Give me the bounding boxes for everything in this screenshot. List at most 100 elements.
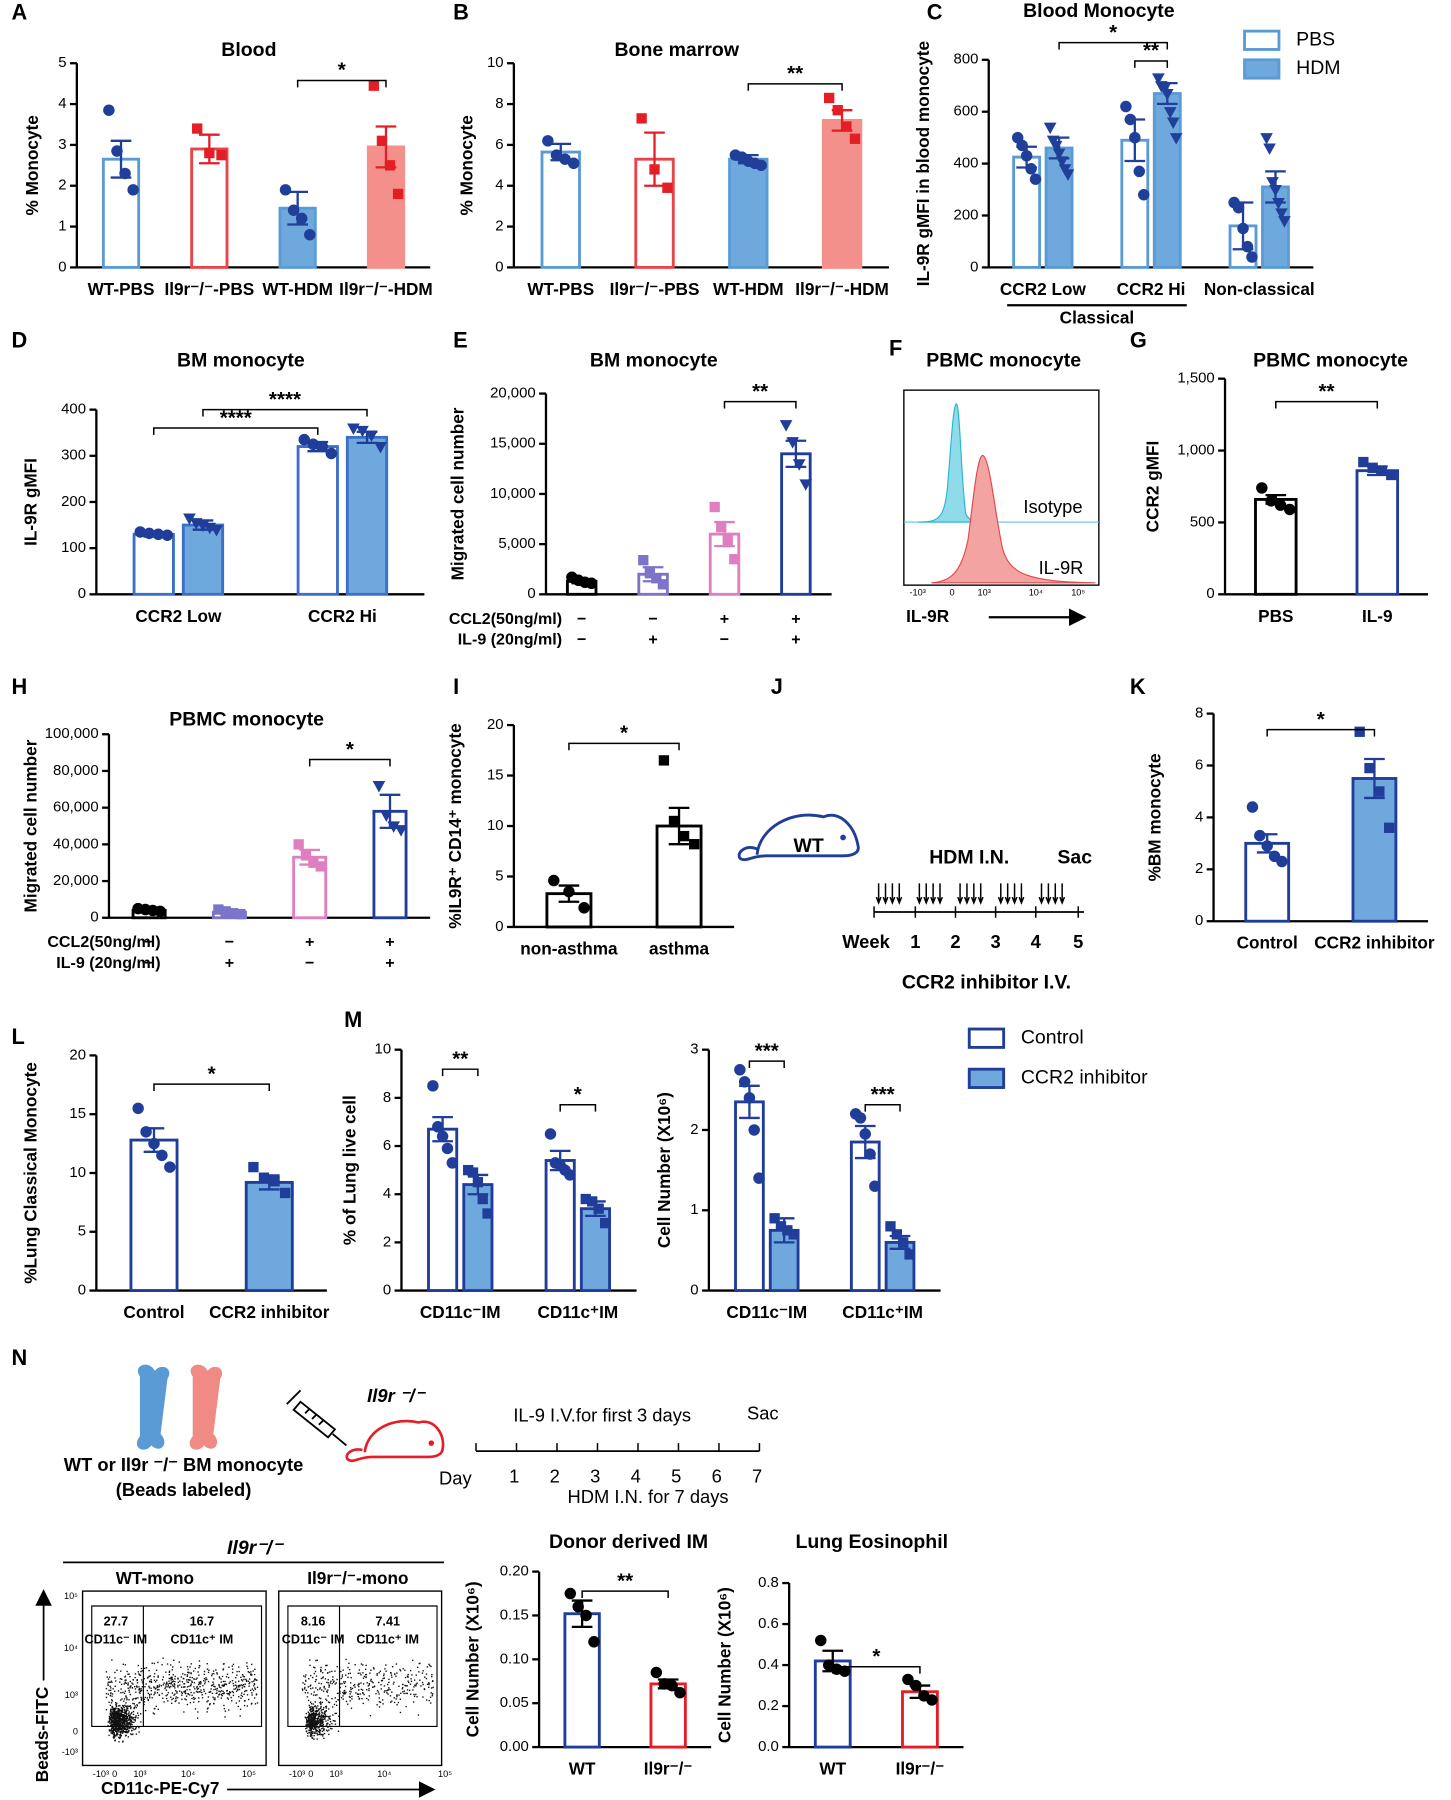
- flow-event: [144, 1709, 147, 1712]
- flow-event: [125, 1720, 128, 1723]
- flow-event: [307, 1686, 310, 1688]
- legend-swatch: [1243, 58, 1281, 80]
- flow-event: [116, 1729, 119, 1731]
- data-point: [563, 885, 575, 898]
- timepoint: 3: [590, 1465, 600, 1486]
- flow-event: [327, 1689, 329, 1691]
- flow-event: [235, 1686, 238, 1689]
- flow-event: [140, 1698, 143, 1701]
- flow-event: [411, 1659, 414, 1662]
- flow-event: [376, 1672, 378, 1675]
- y-tick-label: 0.00: [500, 1739, 529, 1755]
- flow-event: [111, 1695, 113, 1697]
- data-point: [755, 159, 767, 172]
- mouse-label: WT: [794, 835, 824, 857]
- flow-event: [126, 1725, 128, 1727]
- x-tick-label: 10⁴: [1029, 588, 1043, 598]
- flow-event: [312, 1720, 315, 1722]
- flow-event: [105, 1696, 108, 1699]
- flow-event: [416, 1666, 419, 1669]
- injection-arrow: [882, 883, 889, 905]
- flow-event: [335, 1700, 337, 1703]
- injection-arrow: [1018, 883, 1025, 905]
- flow-event: [110, 1709, 112, 1711]
- significance-label: **: [452, 1047, 468, 1070]
- flow-event: [328, 1684, 330, 1686]
- flow-event: [310, 1715, 313, 1717]
- data-point: [1120, 100, 1132, 113]
- flow-event: [224, 1716, 226, 1718]
- y-tick-label: 3: [58, 137, 66, 153]
- flow-event: [127, 1709, 129, 1711]
- flow-event: [385, 1664, 387, 1666]
- flow-event: [185, 1692, 187, 1695]
- flow-event: [189, 1702, 192, 1704]
- flow-event: [196, 1686, 198, 1689]
- injection-arrow: [1038, 883, 1045, 905]
- data-point: [564, 1587, 577, 1600]
- flow-event: [139, 1689, 141, 1691]
- flow-event: [391, 1691, 393, 1693]
- y-tick-label: 2: [690, 1122, 698, 1138]
- flow-event: [349, 1700, 351, 1702]
- flow-event: [148, 1669, 150, 1672]
- flow-event: [316, 1710, 319, 1712]
- flow-event: [117, 1722, 119, 1725]
- flow-event: [180, 1686, 183, 1688]
- data-point: [891, 1229, 902, 1240]
- data-point: [1129, 131, 1141, 144]
- flow-event: [135, 1706, 137, 1709]
- flow-event: [358, 1689, 360, 1691]
- flow-event: [161, 1692, 163, 1695]
- flow-event: [204, 1692, 207, 1695]
- flow-event: [314, 1728, 316, 1730]
- flow-event: [123, 1709, 126, 1711]
- y-tick-label: 0: [58, 259, 66, 275]
- flow-event: [124, 1664, 127, 1666]
- flow-event: [120, 1721, 122, 1723]
- flow-event: [121, 1719, 124, 1721]
- data-point: [132, 1102, 144, 1115]
- legend-label: CCR2 inhibitor: [1021, 1067, 1148, 1089]
- data-point: [164, 1161, 176, 1173]
- flow-event: [334, 1712, 336, 1715]
- flow-event: [133, 1685, 136, 1688]
- data-point: [1246, 801, 1259, 813]
- data-point: [1284, 503, 1296, 516]
- flow-event: [116, 1715, 119, 1718]
- flow-event: [315, 1675, 318, 1677]
- flow-event: [130, 1713, 132, 1715]
- flow-event: [132, 1698, 134, 1700]
- flow-event: [122, 1716, 124, 1718]
- flow-event: [383, 1691, 386, 1693]
- flow-event: [222, 1690, 224, 1693]
- injection-arrow: [937, 883, 943, 905]
- flow-event: [416, 1696, 418, 1698]
- flow-event: [175, 1696, 177, 1698]
- flow-event: [150, 1680, 152, 1683]
- flow-event: [182, 1673, 184, 1675]
- flow-event: [321, 1735, 324, 1737]
- flow-event: [119, 1717, 121, 1719]
- flow-event: [243, 1686, 246, 1688]
- x-tick-label: 10⁵: [1071, 588, 1085, 598]
- flow-event: [239, 1685, 241, 1687]
- flow-event: [129, 1680, 131, 1683]
- flow-event: [136, 1686, 138, 1688]
- flow-event: [139, 1674, 142, 1676]
- y-tick-label: 0: [970, 259, 978, 275]
- data-point: [548, 874, 560, 887]
- flow-event: [253, 1685, 255, 1687]
- flow-event: [196, 1688, 199, 1690]
- flow-event: [136, 1679, 138, 1681]
- flow-event: [401, 1688, 404, 1690]
- flow-event: [134, 1728, 137, 1730]
- flow-event: [109, 1710, 112, 1712]
- flow-event: [158, 1684, 161, 1686]
- flow-event: [212, 1696, 214, 1698]
- flow-event: [166, 1681, 168, 1683]
- flow-event: [180, 1666, 182, 1668]
- flow-event: [305, 1725, 307, 1727]
- flow-event: [220, 1697, 223, 1699]
